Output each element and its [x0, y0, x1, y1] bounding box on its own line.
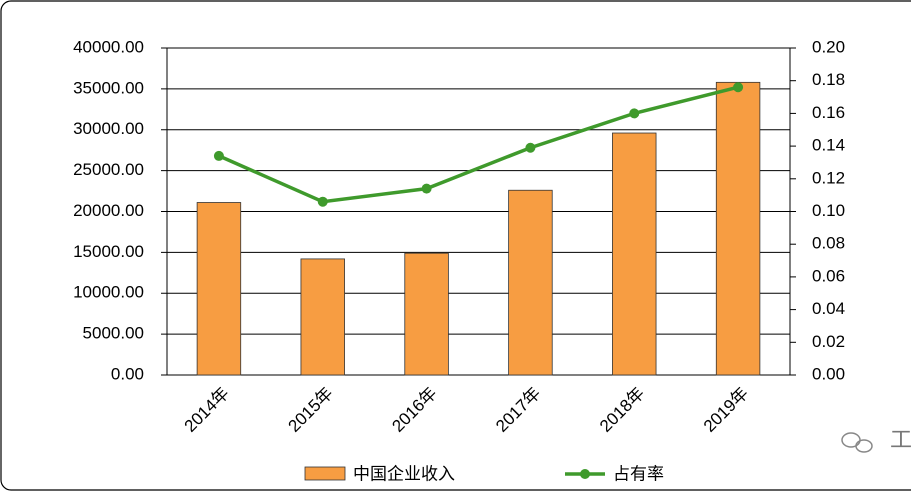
y2-tick-label: 0.02 [812, 332, 845, 351]
y2-tick-label: 0.14 [812, 136, 845, 155]
watermark-icon [841, 432, 873, 453]
legend-swatch [304, 466, 346, 481]
y-tick-label: 0.00 [111, 364, 144, 383]
y-tick-label: 20000.00 [73, 201, 144, 220]
legend-label: 占有率 [613, 464, 664, 483]
y2-tick-label: 0.10 [812, 201, 845, 220]
y2-tick-label: 0.16 [812, 103, 845, 122]
line-marker [421, 183, 432, 194]
bar [508, 189, 553, 376]
legend-swatch [580, 469, 590, 479]
legend-label: 中国企业收入 [353, 464, 455, 483]
bar [612, 132, 657, 376]
line-marker [525, 142, 536, 153]
line-marker [213, 150, 224, 161]
y-tick-label: 40000.00 [73, 37, 144, 56]
y-tick-label: 35000.00 [73, 78, 144, 97]
y-tick-label: 15000.00 [73, 242, 144, 261]
y2-tick-label: 0.18 [812, 70, 845, 89]
y-tick-label: 25000.00 [73, 160, 144, 179]
line-marker [733, 82, 744, 93]
y-tick-label: 5000.00 [83, 324, 144, 343]
bar [404, 252, 449, 376]
line-marker [317, 196, 328, 207]
y2-tick-label: 0.04 [812, 299, 845, 318]
y-tick-label: 30000.00 [73, 119, 144, 138]
y2-tick-label: 0.20 [812, 37, 845, 56]
line [218, 85, 739, 204]
line-marker [629, 108, 640, 119]
plot-area [166, 47, 791, 376]
y2-tick-label: 0.12 [812, 168, 845, 187]
y-tick-label: 10000.00 [73, 283, 144, 302]
bar [196, 202, 242, 376]
y2-tick-label: 0.06 [812, 266, 845, 285]
y2-tick-label: 0.00 [812, 364, 845, 383]
bar [715, 81, 761, 376]
y2-tick-label: 0.08 [812, 234, 845, 253]
watermark-text: 工 [890, 427, 911, 452]
bar [300, 258, 345, 376]
